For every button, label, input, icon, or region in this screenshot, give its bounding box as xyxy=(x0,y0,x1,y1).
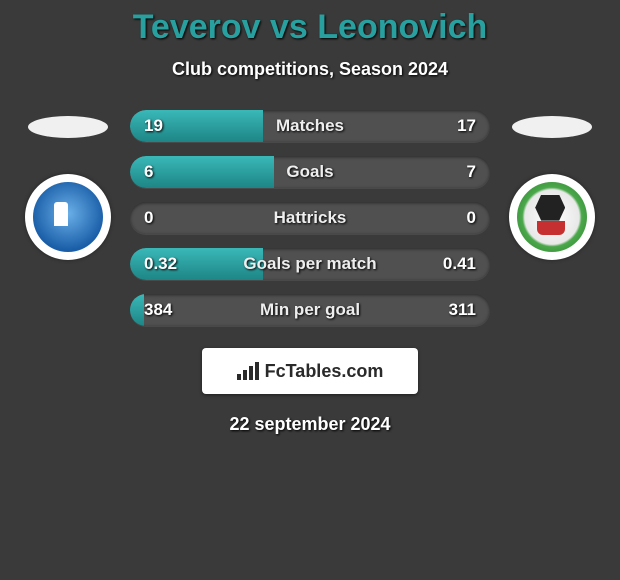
stat-right-value: 0 xyxy=(467,208,476,228)
brand-chart-icon xyxy=(237,362,259,380)
stats-column: 19 Matches 17 6 Goals 7 0 Hattricks 0 0.32 Goals p… xyxy=(130,110,490,326)
right-crest-icon xyxy=(509,174,595,260)
main-row: 19 Matches 17 6 Goals 7 0 Hattricks 0 0.32 Goals p… xyxy=(0,110,620,326)
date-line: 22 september 2024 xyxy=(0,414,620,435)
page-title: Teverov vs Leonovich xyxy=(0,8,620,47)
stat-label: Hattricks xyxy=(274,208,347,228)
left-crest-icon xyxy=(25,174,111,260)
stat-left-value: 6 xyxy=(144,162,153,182)
stat-fill xyxy=(130,294,144,326)
stat-bar: 384 Min per goal 311 xyxy=(130,294,490,326)
right-team-col xyxy=(502,110,602,260)
stat-label: Min per goal xyxy=(260,300,360,320)
stat-right-value: 0.41 xyxy=(443,254,476,274)
subtitle: Club competitions, Season 2024 xyxy=(0,59,620,80)
stat-left-value: 19 xyxy=(144,116,163,136)
right-flag-icon xyxy=(512,116,592,138)
left-team-col xyxy=(18,110,118,260)
stat-right-value: 17 xyxy=(457,116,476,136)
stat-label: Goals xyxy=(286,162,333,182)
brand-text: FcTables.com xyxy=(265,361,384,382)
infographic-root: Teverov vs Leonovich Club competitions, … xyxy=(0,0,620,435)
stat-bar: 0.32 Goals per match 0.41 xyxy=(130,248,490,280)
stat-bar: 6 Goals 7 xyxy=(130,156,490,188)
stat-label: Goals per match xyxy=(243,254,376,274)
stat-label: Matches xyxy=(276,116,344,136)
stat-right-value: 311 xyxy=(449,300,476,320)
stat-right-value: 7 xyxy=(467,162,476,182)
stat-bar: 0 Hattricks 0 xyxy=(130,202,490,234)
stat-left-value: 0.32 xyxy=(144,254,177,274)
brand-badge: FcTables.com xyxy=(202,348,418,394)
stat-left-value: 0 xyxy=(144,208,153,228)
stat-bar: 19 Matches 17 xyxy=(130,110,490,142)
stat-left-value: 384 xyxy=(144,300,172,320)
left-flag-icon xyxy=(28,116,108,138)
